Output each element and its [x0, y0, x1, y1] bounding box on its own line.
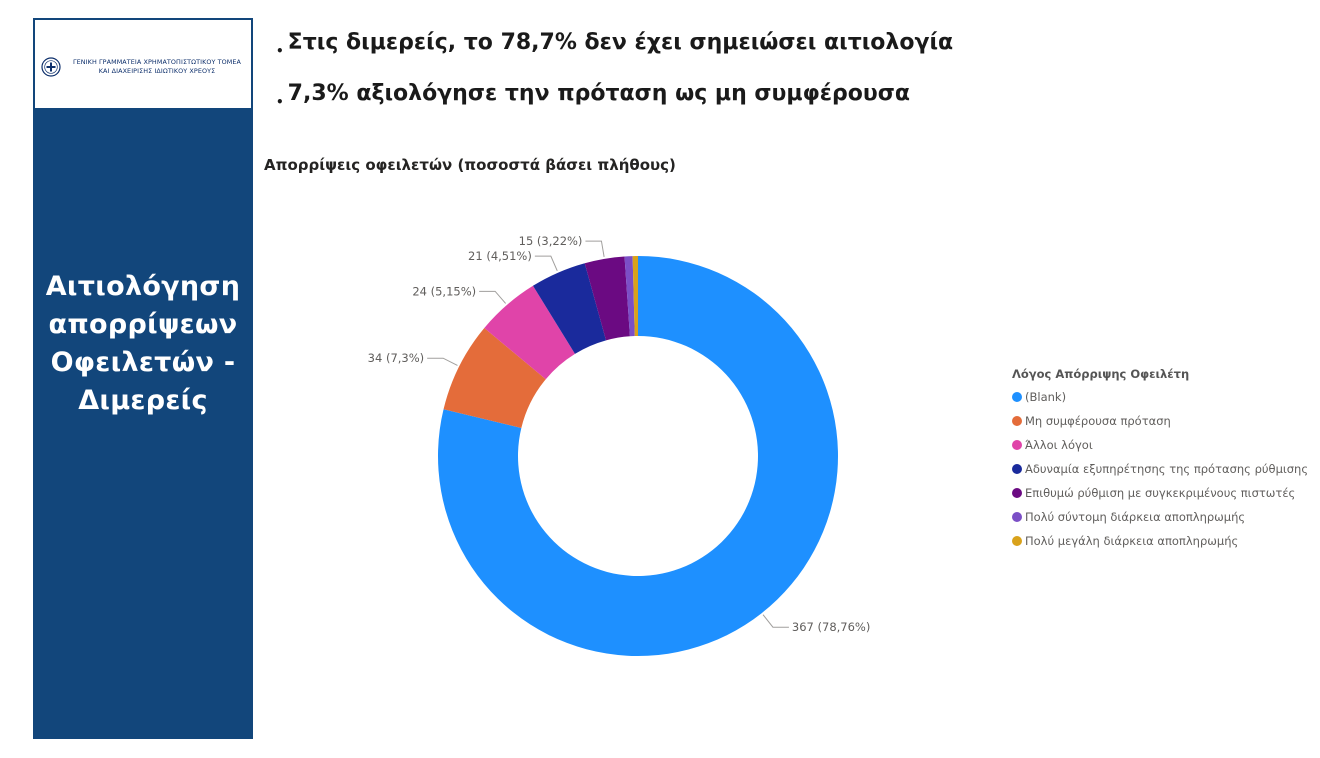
sidebar-title-line: Αιτιολόγηση	[45, 271, 241, 302]
donut-slice	[443, 328, 546, 428]
data-label: 367 (78,76%)	[792, 620, 870, 634]
data-label: 15 (3,22%)	[519, 234, 583, 248]
chart-title: Απορρίψεις οφειλετών (ποσοστά βάσει πλήθ…	[264, 156, 676, 174]
legend-item[interactable]: Άλλοι λόγοι	[1012, 433, 1308, 457]
bullet-text: 7,3% αξιολόγησε την πρόταση ως μη συμφέρ…	[287, 81, 911, 106]
bullet-dot-icon: •	[276, 95, 284, 109]
key-findings: • Στις διμερείς, το 78,7% δεν έχει σημει…	[276, 30, 953, 132]
sidebar-title-line: Οφειλετών -	[50, 347, 236, 378]
legend-label: Πολύ μεγάλη διάρκεια αποπληρωμής	[1025, 534, 1239, 548]
legend-label: Μη συμφέρουσα πρόταση	[1025, 414, 1171, 428]
donut-slice	[532, 263, 607, 354]
donut-slice	[484, 285, 575, 380]
donut-slice	[437, 256, 838, 656]
donut-slice	[632, 256, 638, 337]
label-leader-line	[585, 240, 605, 257]
data-label: 21 (4,51%)	[468, 249, 532, 263]
logo-line-1: ΓΕΝΙΚΗ ΓΡΑΜΜΑΤΕΙΑ ΧΡΗΜΑΤΟΠΙΣΤΩΤΙΚΟΥ ΤΟΜΕ…	[73, 58, 241, 66]
legend-label: Αδυναμία εξυπηρέτησης της πρότασης ρύθμι…	[1025, 462, 1309, 476]
sidebar-panel: ΓΕΝΙΚΗ ΓΡΑΜΜΑΤΕΙΑ ΧΡΗΜΑΤΟΠΙΣΤΩΤΙΚΟΥ ΤΟΜΕ…	[33, 18, 253, 739]
legend-item[interactable]: Επιθυμώ ρύθμιση με συγκεκριμένους πιστωτ…	[1012, 481, 1308, 505]
chart-legend: Λόγος Απόρριψης Οφειλέτη (Blank) Μη συμφέ…	[1012, 367, 1308, 553]
logo-text: ΓΕΝΙΚΗ ΓΡΑΜΜΑΤΕΙΑ ΧΡΗΜΑΤΟΠΙΣΤΩΤΙΚΟΥ ΤΟΜΕ…	[67, 58, 247, 76]
legend-label: Πολύ σύντομη διάρκεια αποπληρωμής	[1025, 510, 1246, 524]
legend-title: Λόγος Απόρριψης Οφειλέτη	[1012, 367, 1190, 381]
donut-slice	[624, 256, 635, 337]
logo-line-2: ΚΑΙ ΔΙΑΧΕΙΡΙΣΗΣ ΙΔΙΩΤΙΚΟΥ ΧΡΕΟΥΣ	[98, 67, 216, 75]
donut-chart: 367 (78,76%) 34 (7,3%) 24 (5,15%) 21 (4,51%…	[368, 234, 870, 656]
label-leader-line	[762, 614, 789, 628]
legend-item[interactable]: (Blank)	[1012, 385, 1308, 409]
legend-label: (Blank)	[1025, 390, 1067, 404]
donut-slice	[584, 256, 630, 341]
legend-item[interactable]: Αδυναμία εξυπηρέτησης της πρότασης ρύθμι…	[1012, 457, 1308, 481]
sidebar-title-line: Διμερείς	[78, 385, 208, 416]
legend-swatch-icon	[1012, 440, 1022, 450]
legend-label: Άλλοι λόγοι	[1025, 438, 1093, 452]
label-leader-line	[479, 290, 507, 304]
legend-swatch-icon	[1012, 512, 1022, 522]
data-label: 34 (7,3%)	[368, 351, 424, 365]
legend-item[interactable]: Πολύ μεγάλη διάρκεια αποπληρωμής	[1012, 529, 1308, 553]
legend-swatch-icon	[1012, 392, 1022, 402]
legend-item[interactable]: Πολύ σύντομη διάρκεια αποπληρωμής	[1012, 505, 1308, 529]
label-leader-line	[534, 255, 558, 272]
bullet-dot-icon: •	[276, 44, 284, 58]
bullet-text: Στις διμερείς, το 78,7% δεν έχει σημειώσ…	[287, 30, 954, 55]
legend-item[interactable]: Μη συμφέρουσα πρόταση	[1012, 409, 1308, 433]
data-label: 24 (5,15%)	[412, 284, 476, 298]
organization-logo: ΓΕΝΙΚΗ ΓΡΑΜΜΑΤΕΙΑ ΧΡΗΜΑΤΟΠΙΣΤΩΤΙΚΟΥ ΤΟΜΕ…	[35, 20, 251, 108]
bullet-item: • 7,3% αξιολόγησε την πρόταση ως μη συμφ…	[276, 81, 953, 132]
legend-swatch-icon	[1012, 464, 1022, 474]
label-leader-line	[427, 357, 458, 366]
legend-label: Επιθυμώ ρύθμιση με συγκεκριμένους πιστωτ…	[1025, 486, 1296, 500]
sidebar-title: Αιτιολόγηση απορρίψεων Οφειλετών - Διμερ…	[33, 268, 253, 420]
legend-swatch-icon	[1012, 536, 1022, 546]
bullet-item: • Στις διμερείς, το 78,7% δεν έχει σημει…	[276, 30, 953, 81]
legend-swatch-icon	[1012, 416, 1022, 426]
greek-emblem-icon	[41, 57, 61, 77]
legend-swatch-icon	[1012, 488, 1022, 498]
sidebar-title-line: απορρίψεων	[48, 309, 238, 340]
